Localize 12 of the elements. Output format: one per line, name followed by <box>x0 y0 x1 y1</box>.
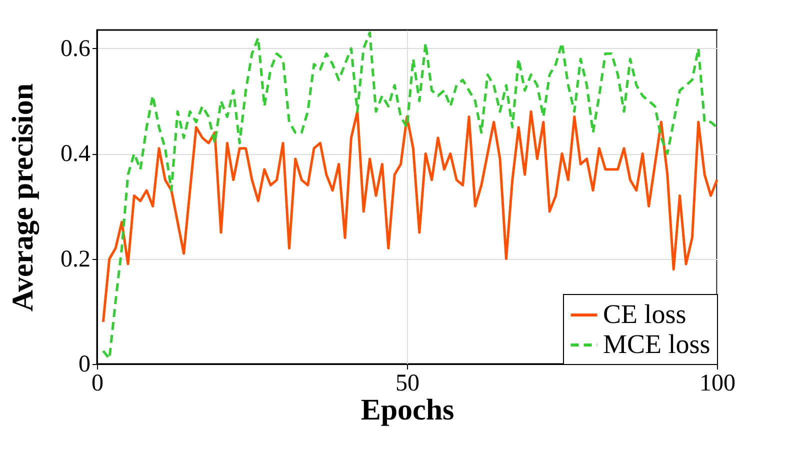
x-tick-label: 50 <box>396 370 420 396</box>
y-tick-label: 0.6 <box>60 36 90 62</box>
x-axis-title: Epochs <box>360 394 454 426</box>
legend-label: MCE loss <box>603 329 710 359</box>
y-tick-label: 0.4 <box>60 141 90 168</box>
line-series <box>102 31 718 360</box>
x-tick-label: 100 <box>700 370 736 396</box>
legend-label: CE loss <box>603 299 686 329</box>
y-tick-label: 0 <box>78 352 90 378</box>
y-tick-label: 0.2 <box>60 246 90 272</box>
y-axis-title: Average precision <box>6 83 40 312</box>
line-series <box>102 110 718 324</box>
